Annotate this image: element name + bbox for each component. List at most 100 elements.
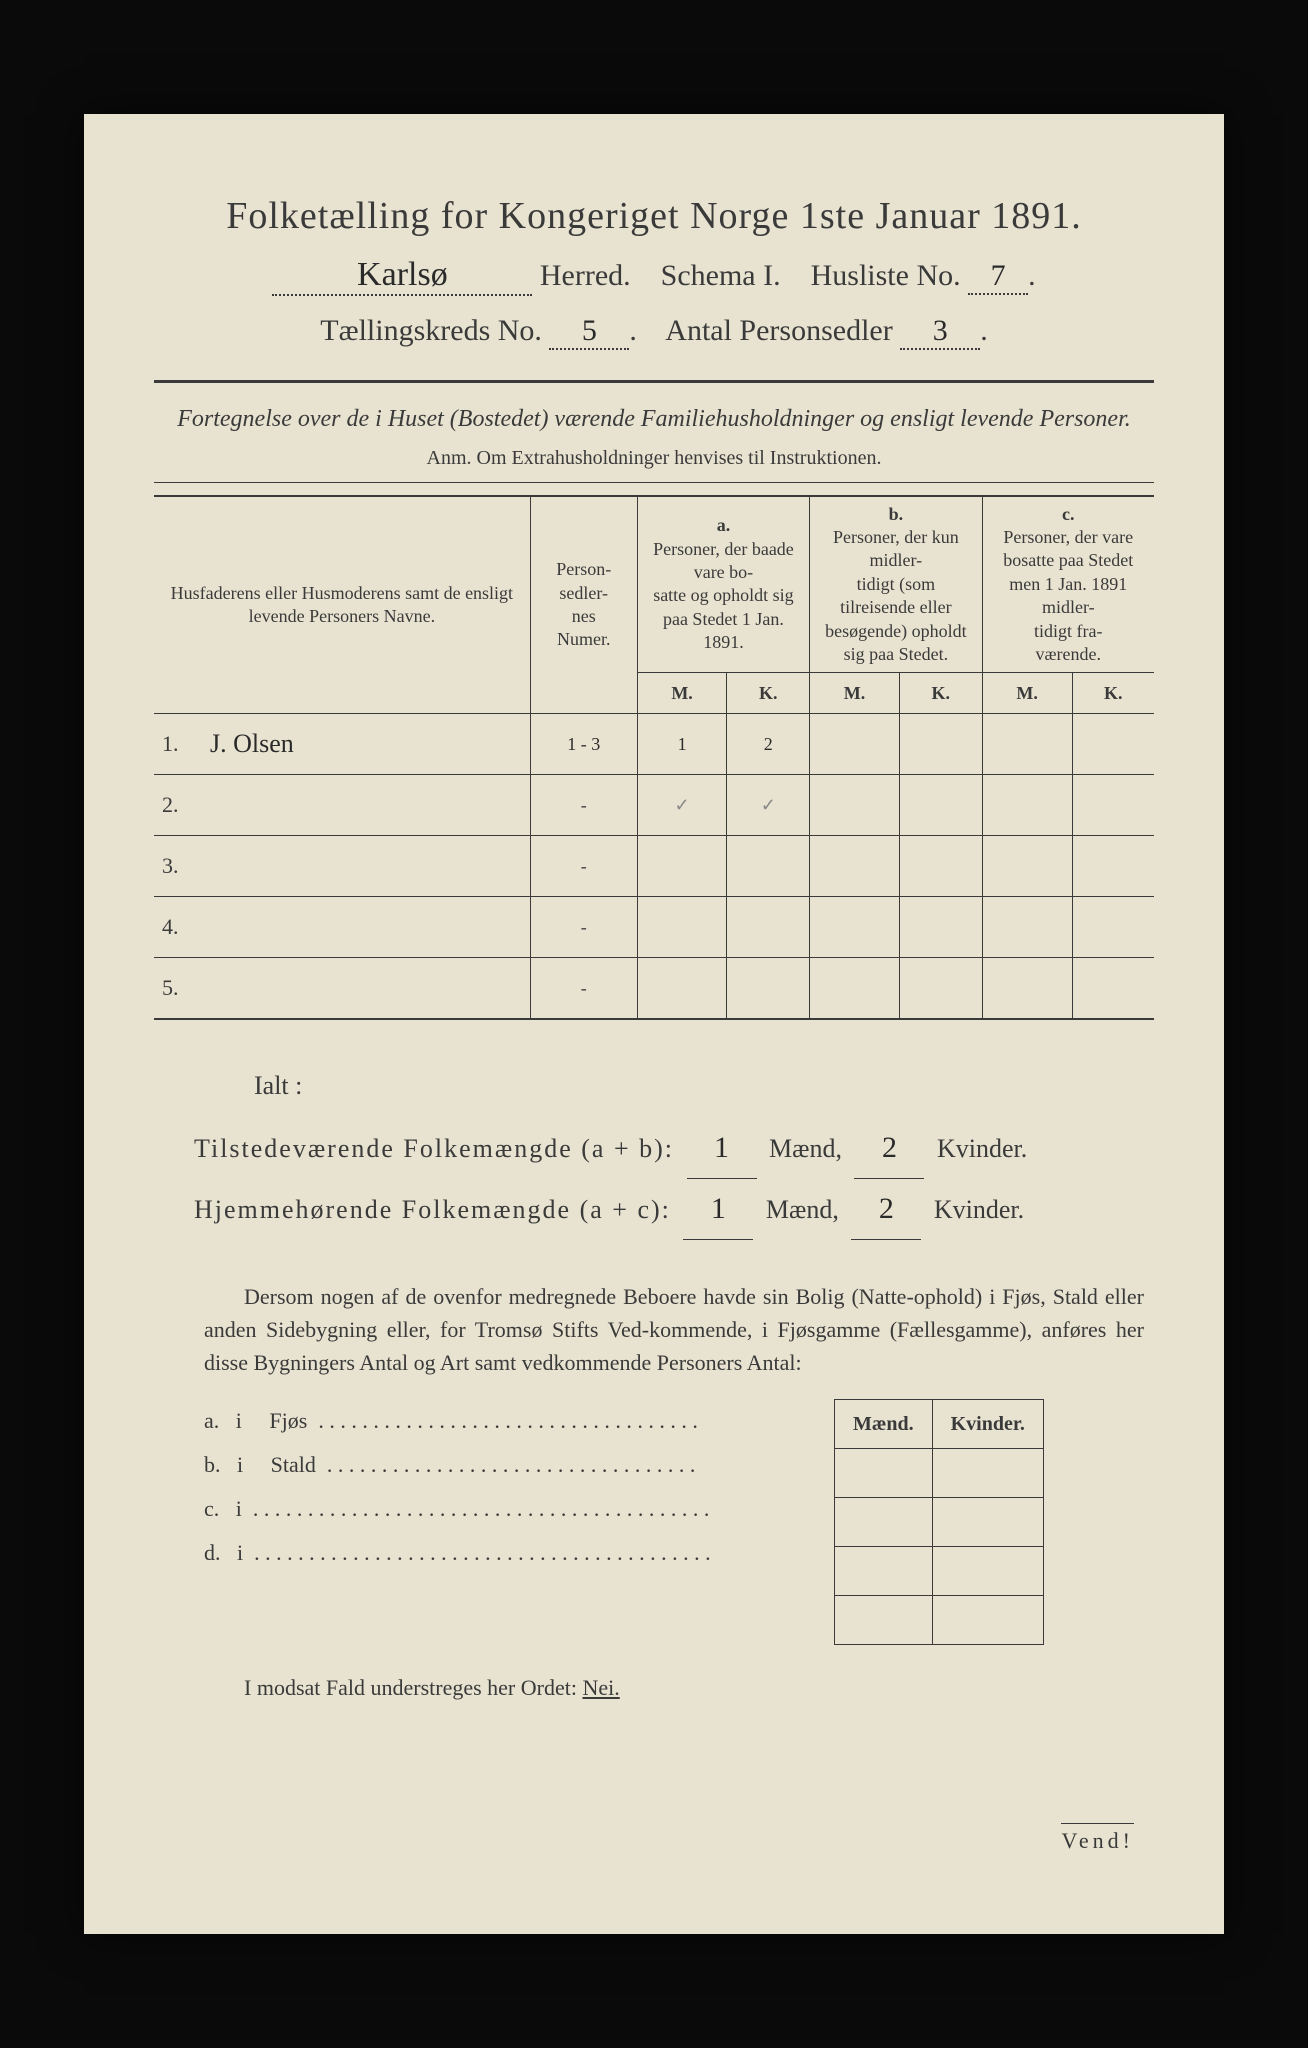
mk-cell [835,1498,933,1547]
row-name [198,958,530,1020]
row-b-k [899,958,982,1020]
row-c-k [1072,714,1154,775]
hjemme-kvinder: 2 [851,1179,921,1240]
row-c-m [982,958,1072,1020]
row-a-k [727,897,810,958]
row-c-m [982,714,1072,775]
row-b-m [810,714,900,775]
row-a-k [727,958,810,1020]
row-b-m [810,958,900,1020]
mk-cell [932,1498,1043,1547]
annotation-text: Anm. Om Extrahusholdninger henvises til … [154,447,1154,470]
husliste-no-field: 7 [968,259,1028,295]
page-background: Folketælling for Kongeriget Norge 1ste J… [0,0,1308,2048]
hjemme-maend: 1 [683,1179,753,1240]
census-form: Folketælling for Kongeriget Norge 1ste J… [84,114,1224,1934]
row-c-k [1072,836,1154,897]
col-a-header: a. Personer, der baade vare bo- satte og… [637,496,809,673]
dot-fill: . . . . . . . . . . . . . . . . . . . . … [313,1399,698,1443]
row-b-k [899,836,982,897]
tilstede-kvinder: 2 [854,1118,924,1179]
row-c-k [1072,775,1154,836]
col-b-letter: b. [818,503,973,526]
col-c-letter: c. [991,503,1146,526]
divider-thick [154,380,1154,383]
row-c-k [1072,958,1154,1020]
row-name [198,897,530,958]
list-key: a. [204,1408,219,1433]
list-key: d. [204,1540,221,1565]
list-i: i [236,1496,242,1521]
row-sedler: - [530,836,637,897]
list-key: b. [204,1452,221,1477]
row-number: 5. [154,958,198,1020]
list-i: i [236,1408,242,1433]
row-a-m [637,897,727,958]
col-name-header: Husfaderens eller Husmoderens samt de en… [154,496,530,714]
dot-fill: . . . . . . . . . . . . . . . . . . . . … [247,1487,709,1531]
col-c-k: K. [1072,673,1154,714]
col-c-text: Personer, der vare bosatte paa Stedet me… [991,526,1146,666]
footer-line: I modsat Fald understreges her Ordet: Ne… [154,1675,1154,1701]
col-c-m: M. [982,673,1072,714]
herred-label: Herred. [540,259,631,292]
description-text: Fortegnelse over de i Huset (Bostedet) v… [154,403,1154,437]
row-b-k [899,897,982,958]
kreds-label: Tællingskreds No. [320,314,542,347]
row-sedler: 1 - 3 [530,714,637,775]
list-label: Fjøs [269,1408,307,1433]
row-a-k: ✓ [727,775,810,836]
list-item: b. i Stald . . . . . . . . . . . . . . .… [204,1443,824,1487]
col-a-m: M. [637,673,727,714]
table-row: 5. - [154,958,1154,1020]
row-b-k [899,714,982,775]
footer-nei: Nei. [582,1675,619,1700]
hjemme-line: Hjemmehørende Folkemængde (a + c): 1 Mæn… [194,1179,1154,1240]
row-sedler: - [530,958,637,1020]
row-a-k [727,836,810,897]
row-sedler: - [530,775,637,836]
list-key: c. [204,1496,219,1521]
schema-label: Schema I. [661,259,781,292]
row-name: J. Olsen [198,714,530,775]
row-b-m [810,897,900,958]
building-list: a. i Fjøs . . . . . . . . . . . . . . . … [204,1399,824,1575]
row-a-k: 2 [727,714,810,775]
vend-label: Vend! [1061,1823,1134,1854]
header-line-1: Karlsø Herred. Schema I. Husliste No. 7. [154,256,1154,296]
row-c-k [1072,897,1154,958]
row-a-m: ✓ [637,775,727,836]
husliste-label: Husliste No. [811,259,961,292]
maend-label: Mænd, [766,1195,839,1224]
table-row: 4. - [154,897,1154,958]
ialt-label: Ialt : [194,1060,1154,1112]
mk-maend-header: Mænd. [835,1400,933,1449]
antal-no-field: 3 [900,314,980,350]
tilstede-maend: 1 [687,1118,757,1179]
mk-cell [932,1449,1043,1498]
row-number: 3. [154,836,198,897]
list-i: i [237,1452,243,1477]
mk-cell [932,1547,1043,1596]
col-b-text: Personer, der kun midler- tidigt (som ti… [818,526,973,666]
table-row: 2. - ✓ ✓ [154,775,1154,836]
dot-fill: . . . . . . . . . . . . . . . . . . . . … [321,1443,695,1487]
row-sedler: - [530,897,637,958]
table-row: 3. - [154,836,1154,897]
mk-kvinder-header: Kvinder. [932,1400,1043,1449]
list-item: a. i Fjøs . . . . . . . . . . . . . . . … [204,1399,824,1443]
row-a-m: 1 [637,714,727,775]
col-c-header: c. Personer, der vare bosatte paa Stedet… [982,496,1154,673]
page-title: Folketælling for Kongeriget Norge 1ste J… [154,194,1154,238]
col-a-letter: a. [646,514,801,537]
kvinder-label: Kvinder. [937,1134,1027,1163]
list-label: Stald [271,1452,316,1477]
row-name [198,836,530,897]
tilstede-line: Tilstedeværende Folkemængde (a + b): 1 M… [194,1118,1154,1179]
mk-cell [835,1596,933,1645]
row-a-m [637,958,727,1020]
mk-cell [835,1547,933,1596]
herred-name-field: Karlsø [272,256,532,296]
row-a-m [637,836,727,897]
dot-fill: . . . . . . . . . . . . . . . . . . . . … [249,1531,711,1575]
